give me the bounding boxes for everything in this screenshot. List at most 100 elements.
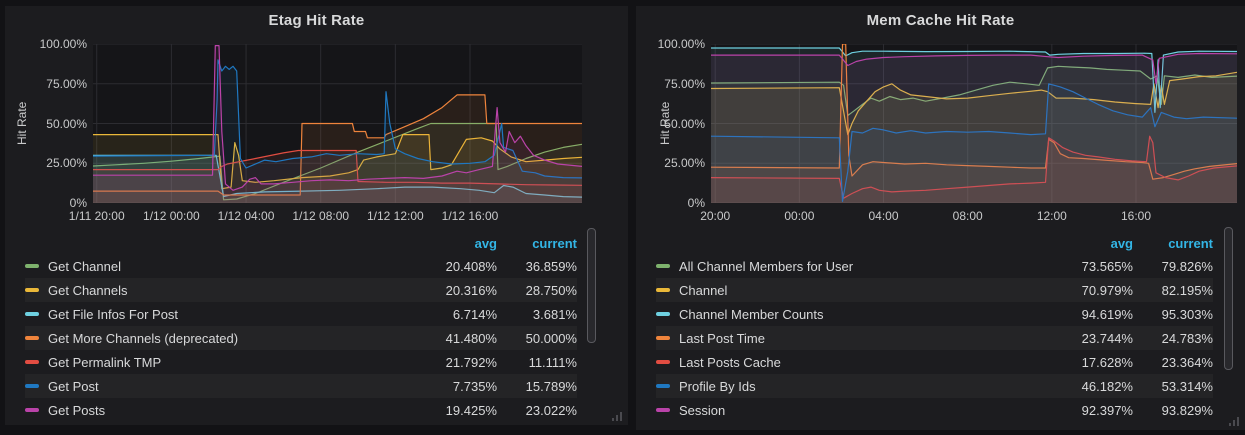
series-area-fill bbox=[711, 53, 1237, 203]
y-axis-ticks: 0% 25.00% 50.00% 75.00% 100.00% bbox=[636, 37, 705, 210]
legend-current-value: 23.364% bbox=[1161, 354, 1213, 370]
series-line bbox=[93, 59, 582, 179]
legend-scrollbar[interactable] bbox=[587, 228, 596, 343]
legend-rows: Get Channel 20.408% 36.859% Get Channels 20.… bbox=[25, 254, 577, 418]
legend-series-label[interactable]: Channel bbox=[679, 282, 728, 298]
series-area-fill bbox=[711, 44, 1237, 203]
y-axis-tick-label: 100.00% bbox=[657, 37, 705, 51]
legend-scrollbar[interactable] bbox=[1224, 227, 1233, 370]
series-line bbox=[93, 45, 582, 191]
x-axis-tick-label: 00:00 bbox=[784, 209, 815, 223]
y-axis-tick-label: 0% bbox=[69, 196, 87, 210]
legend-header: avg current bbox=[656, 232, 1213, 254]
legend-header-avg[interactable]: avg bbox=[474, 235, 497, 251]
legend-header-current[interactable]: current bbox=[1168, 235, 1213, 251]
x-axis-tick-label: 1/12 04:00 bbox=[217, 209, 275, 223]
legend-avg-value: 19.425% bbox=[445, 402, 497, 418]
series-area-fill bbox=[93, 150, 582, 203]
x-axis-ticks: 1/11 20:00 1/12 00:00 1/12 04:00 1/12 08:00… bbox=[5, 209, 628, 227]
legend-row[interactable]: Profile By Ids 46.182% 53.314% bbox=[656, 374, 1213, 398]
panel-title[interactable]: Mem Cache Hit Rate bbox=[866, 12, 1015, 29]
legend-series-label[interactable]: Get Post bbox=[48, 378, 99, 394]
series-chart-svg bbox=[93, 44, 582, 203]
series-color-swatch-icon bbox=[656, 312, 670, 316]
legend-row[interactable]: Get Posts 19.425% 23.022% bbox=[25, 398, 577, 418]
legend-avg-value: 41.480% bbox=[445, 330, 497, 346]
series-area-fill bbox=[93, 59, 582, 203]
legend-avg-value: 94.619% bbox=[1081, 306, 1133, 322]
legend-series-label[interactable]: Get Posts bbox=[48, 402, 106, 418]
panel-etag-hit-rate: Etag Hit Rate Hit Rate 0% 25.00% 50.00% 75.… bbox=[5, 6, 628, 425]
legend-row[interactable]: Get More Channels (deprecated) 41.480% 50.… bbox=[25, 326, 577, 350]
legend: avg current All Channel Members for User… bbox=[636, 232, 1245, 418]
legend-series-label[interactable]: Get Permalink TMP bbox=[48, 354, 162, 370]
panel-mem-cache-hit-rate: Mem Cache Hit Rate Hit Rate 0% 25.00% 50.0… bbox=[636, 6, 1245, 430]
legend-series-label[interactable]: Channel Member Counts bbox=[679, 306, 824, 322]
y-axis-ticks: 0% 25.00% 50.00% 75.00% 100.00% bbox=[5, 37, 87, 210]
x-axis-ticks: 20:00 00:00 04:00 08:00 12:00 16:00 bbox=[636, 209, 1245, 227]
legend-series-label[interactable]: Get File Infos For Post bbox=[48, 306, 179, 322]
legend-avg-value: 21.792% bbox=[445, 354, 497, 370]
legend-current-value: 11.111% bbox=[528, 354, 577, 370]
legend-current-value: 3.681% bbox=[532, 306, 577, 322]
legend-series-label[interactable]: All Channel Members for User bbox=[679, 258, 854, 274]
panel-resize-handle[interactable] bbox=[1229, 415, 1240, 426]
y-axis-tick-label: 0% bbox=[687, 196, 705, 210]
legend-current-value: 95.303% bbox=[1161, 306, 1213, 322]
legend-row[interactable]: Last Post Time 23.744% 24.783% bbox=[656, 326, 1213, 350]
series-line bbox=[711, 44, 1237, 180]
legend-header-current[interactable]: current bbox=[532, 235, 577, 251]
legend-row[interactable]: All Channel Members for User 73.565% 79.82… bbox=[656, 254, 1213, 278]
legend-avg-value: 6.714% bbox=[452, 306, 497, 322]
series-color-swatch-icon bbox=[656, 288, 670, 292]
legend-row[interactable]: Channel 70.979% 82.195% bbox=[656, 278, 1213, 302]
x-axis-tick-label: 12:00 bbox=[1036, 209, 1067, 223]
panel-title[interactable]: Etag Hit Rate bbox=[268, 12, 365, 29]
legend-current-value: 15.789% bbox=[525, 378, 577, 394]
series-area-fill bbox=[93, 45, 582, 203]
series-color-swatch-icon bbox=[656, 264, 670, 268]
legend-avg-value: 23.744% bbox=[1081, 330, 1133, 346]
legend-series-label[interactable]: Last Posts Cache bbox=[679, 354, 781, 370]
legend: avg current Get Channel 20.408% 36.859% Get… bbox=[5, 232, 628, 418]
y-axis-tick-label: 75.00% bbox=[664, 76, 705, 91]
legend-header-avg[interactable]: avg bbox=[1110, 235, 1133, 251]
legend-row[interactable]: Get Channels 20.316% 28.750% bbox=[25, 278, 577, 302]
x-axis-tick-label: 1/12 08:00 bbox=[292, 209, 350, 223]
series-area-fill bbox=[711, 83, 1237, 203]
legend-avg-value: 70.979% bbox=[1081, 282, 1133, 298]
legend-series-label[interactable]: Session bbox=[679, 402, 726, 418]
legend-series-label[interactable]: Profile By Ids bbox=[679, 378, 756, 394]
legend-row[interactable]: Get Permalink TMP 21.792% 11.111% bbox=[25, 350, 577, 374]
series-line bbox=[93, 134, 582, 190]
x-axis-tick-label: 1/12 12:00 bbox=[366, 209, 424, 223]
plot-area[interactable] bbox=[93, 44, 582, 203]
legend-series-label[interactable]: Last Post Time bbox=[679, 330, 765, 346]
legend-series-label[interactable]: Get More Channels (deprecated) bbox=[48, 330, 239, 346]
legend-current-value: 28.750% bbox=[525, 282, 577, 298]
legend-series-label[interactable]: Get Channels bbox=[48, 282, 128, 298]
legend-row[interactable]: Last Posts Cache 17.628% 23.364% bbox=[656, 350, 1213, 374]
legend-rows: All Channel Members for User 73.565% 79.82… bbox=[656, 254, 1213, 418]
legend-avg-value: 20.316% bbox=[445, 282, 497, 298]
legend-row[interactable]: Channel Member Counts 94.619% 95.303% bbox=[656, 302, 1213, 326]
series-color-swatch-icon bbox=[25, 312, 39, 316]
legend-current-value: 79.826% bbox=[1161, 258, 1213, 274]
series-color-swatch-icon bbox=[656, 360, 670, 364]
series-line bbox=[711, 135, 1237, 199]
legend-row[interactable]: Get Post 7.735% 15.789% bbox=[25, 374, 577, 398]
legend-row[interactable]: Get File Infos For Post 6.714% 3.681% bbox=[25, 302, 577, 326]
series-color-swatch-icon bbox=[25, 288, 39, 292]
legend-row[interactable]: Get Channel 20.408% 36.859% bbox=[25, 254, 577, 278]
chart-area: Hit Rate 0% 25.00% 50.00% 75.00% 100.00% 1/1… bbox=[5, 36, 628, 228]
legend-current-value: 36.859% bbox=[525, 258, 577, 274]
series-color-swatch-icon bbox=[656, 408, 670, 412]
legend-row[interactable]: Session 92.397% 93.829% bbox=[656, 398, 1213, 418]
legend-series-label[interactable]: Get Channel bbox=[48, 258, 121, 274]
panel-resize-handle[interactable] bbox=[612, 410, 623, 421]
legend-current-value: 24.783% bbox=[1161, 330, 1213, 346]
series-area-fill bbox=[711, 48, 1237, 203]
series-color-swatch-icon bbox=[656, 384, 670, 388]
plot-area[interactable] bbox=[711, 44, 1237, 203]
series-chart-svg bbox=[711, 44, 1237, 203]
